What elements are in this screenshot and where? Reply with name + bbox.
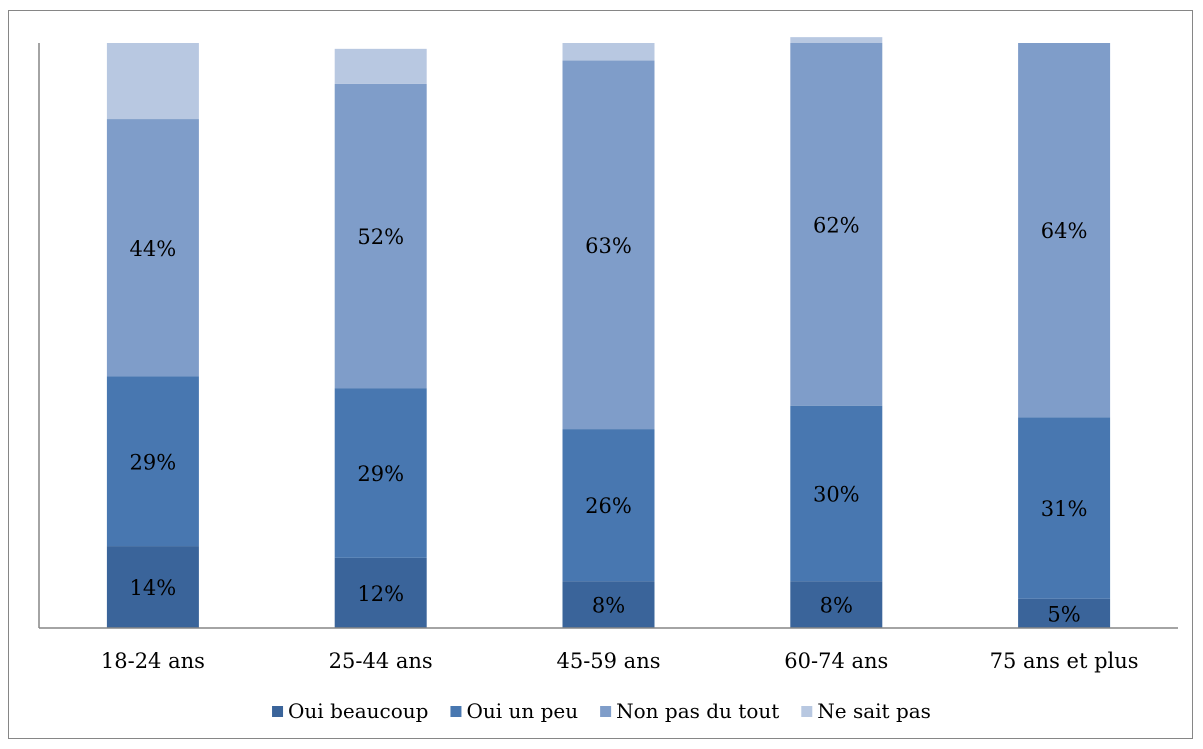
bar-segment — [790, 43, 883, 406]
data-label: 29% — [357, 462, 404, 486]
legend-label: Non pas du tout — [616, 699, 779, 723]
data-label: 26% — [585, 494, 632, 518]
bar-segment — [106, 546, 199, 628]
data-label: 62% — [813, 213, 860, 237]
bar-segment — [790, 37, 883, 43]
x-tick-label: 18-24 ans — [101, 649, 205, 673]
legend-swatch — [801, 706, 813, 717]
legend-label: Ne sait pas — [817, 699, 931, 723]
data-label: 44% — [130, 237, 177, 261]
data-label: 12% — [357, 582, 404, 606]
data-label: 14% — [130, 576, 177, 600]
bar-segment — [334, 557, 427, 628]
bar-segment — [106, 119, 199, 377]
x-tick-label: 60-74 ans — [784, 649, 888, 673]
x-tick-label: 25-44 ans — [329, 649, 433, 673]
legend: Oui beaucoup Oui un peu Non pas du tout Ne … — [272, 699, 931, 723]
data-label: 8% — [820, 594, 853, 618]
x-tick-labels: 18-24 ans 25-44 ans 45-59 ans 60-74 ans 75 a… — [101, 649, 1139, 673]
legend-swatch — [600, 706, 612, 717]
bar-segment — [790, 581, 883, 628]
x-tick-label: 45-59 ans — [556, 649, 660, 673]
bar-segment — [1018, 598, 1111, 628]
data-label: 63% — [585, 234, 632, 258]
bar-segment — [106, 43, 199, 120]
legend-label: Oui un peu — [466, 699, 578, 723]
data-label: 29% — [130, 450, 177, 474]
bar-segment — [334, 83, 427, 389]
data-label: 8% — [592, 594, 625, 618]
data-label: 31% — [1041, 497, 1088, 521]
legend-swatch — [272, 706, 284, 717]
data-label: 64% — [1041, 219, 1088, 243]
bar-segment — [1018, 43, 1111, 418]
data-label: 5% — [1047, 602, 1080, 626]
bar-segment — [334, 48, 427, 84]
legend-label: Oui beaucoup — [288, 699, 428, 723]
bar-segment — [1018, 417, 1111, 599]
bar-segment — [334, 388, 427, 558]
bar-segment — [562, 60, 655, 430]
data-label: 52% — [357, 225, 404, 249]
bars-group — [106, 37, 1111, 628]
legend-swatch — [450, 706, 462, 717]
data-labels-group: 14% 29% 44% 12% 29% 52% 8% 26% 63% 8% 30% 62% 5% 31% 6… — [130, 213, 1088, 626]
bar-segment — [106, 376, 199, 547]
x-tick-label: 75 ans et plus — [990, 649, 1139, 673]
bar-segment — [790, 405, 883, 582]
bar-segment — [562, 429, 655, 582]
data-label: 30% — [813, 482, 860, 506]
bar-segment — [562, 43, 655, 61]
bar-segment — [562, 581, 655, 628]
